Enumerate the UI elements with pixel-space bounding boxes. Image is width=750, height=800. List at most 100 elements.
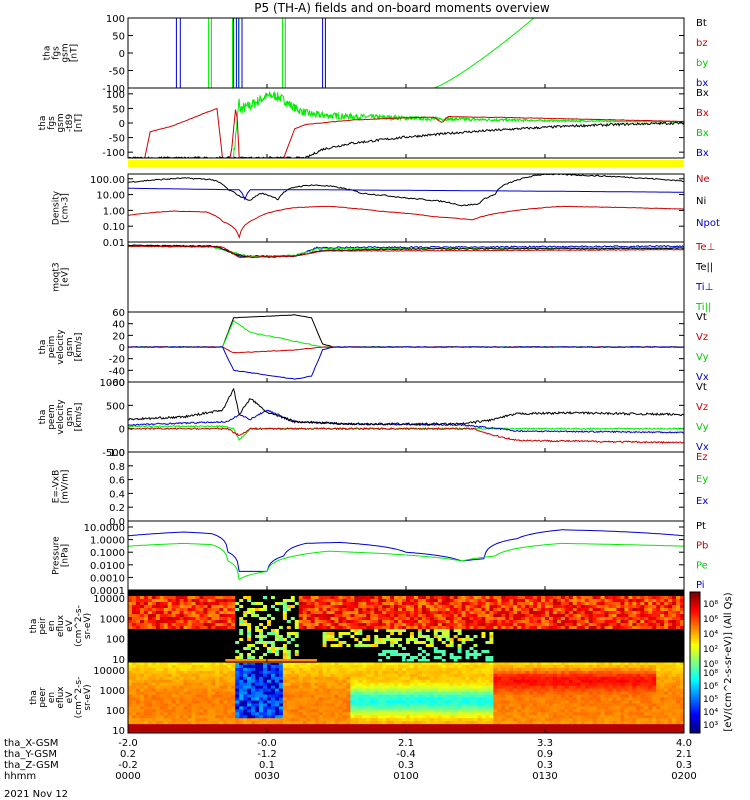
spectrogram-cell: [541, 659, 546, 663]
spectrogram-cell: [473, 653, 478, 657]
spectrogram-cell: [187, 650, 192, 654]
spectrogram-cell: [497, 602, 502, 606]
spectrogram-cell: [290, 703, 296, 707]
spectrogram-cell: [147, 682, 153, 687]
spectrogram-cell: [421, 599, 427, 603]
spectrogram-cell: [624, 644, 629, 648]
spectrogram-cell: [342, 599, 347, 603]
spectrogram-cell: [183, 623, 188, 627]
spectrogram-cell: [409, 596, 415, 600]
spectrogram-cell: [342, 700, 347, 704]
spectrogram-cell: [413, 644, 419, 648]
spectrogram-cell: [286, 697, 292, 701]
spectrogram-cell: [286, 676, 292, 681]
spectrogram-cell: [632, 602, 637, 606]
spectrogram-cell: [473, 599, 478, 603]
spectrogram-cell: [529, 656, 534, 660]
spectrogram-cell: [592, 641, 598, 645]
spectrogram-cell: [334, 638, 339, 642]
spectrogram-cell: [239, 611, 244, 615]
spectrogram-cell: [203, 721, 208, 725]
spectrogram-cell: [131, 632, 137, 636]
spectrogram-cell: [521, 596, 526, 600]
spectrogram-cell: [568, 635, 574, 639]
spectrogram-cell: [501, 656, 506, 660]
spectrogram-cell: [235, 712, 240, 716]
y-label-line: sr-eV): [83, 684, 93, 710]
spectrogram-cell: [509, 605, 514, 609]
spectrogram-cell: [211, 641, 216, 645]
spectrogram-cell: [131, 673, 137, 678]
spectrogram-cell: [211, 626, 216, 630]
spectrogram-cell: [219, 703, 224, 707]
spectrogram-cell: [306, 703, 312, 707]
spectrogram-cell: [155, 608, 161, 612]
spectrogram-cell: [413, 632, 419, 636]
spectrogram-cell: [235, 605, 240, 609]
spectrogram-cell: [556, 638, 562, 642]
spectrogram-cell: [568, 605, 574, 609]
spectrogram-cell: [163, 730, 169, 734]
spectrogram-cell: [453, 635, 459, 639]
spectrogram-cell: [167, 626, 173, 630]
spectrogram-cell: [167, 679, 173, 684]
spectrogram-cell: [429, 659, 435, 663]
spectrogram-cell: [139, 659, 145, 663]
spectrogram-cell: [445, 659, 451, 663]
spectrogram-cell: [576, 593, 582, 597]
spectrogram-cell: [167, 718, 173, 722]
spectrogram-cell: [251, 596, 256, 600]
spectrogram-cell: [155, 623, 161, 627]
spectrogram-cell: [382, 617, 387, 621]
spectrogram-cell: [465, 626, 470, 630]
spectrogram-cell: [358, 644, 363, 648]
spectrogram-cell: [366, 644, 371, 648]
spectrogram-cell: [529, 596, 534, 600]
legend-entry: bz: [696, 38, 708, 49]
spectrogram-cell: [310, 691, 316, 695]
spectrogram-cell: [179, 727, 184, 731]
legend-entry: Bx: [696, 108, 709, 119]
spectrogram-cell: [409, 590, 415, 594]
spectrogram-cell: [457, 638, 462, 642]
spectrogram-cell: [548, 644, 554, 648]
spectrogram-cell: [616, 599, 621, 603]
spectrogram-cell: [672, 590, 677, 594]
spectrogram-cell: [175, 641, 181, 645]
spectrogram-cell: [620, 611, 625, 615]
spectrogram-cell: [350, 635, 355, 639]
spectrogram-cell: [529, 632, 534, 636]
spectrogram-cell: [270, 650, 276, 654]
legend-entry: Bx: [696, 88, 709, 99]
spectrogram-cell: [318, 715, 323, 719]
spectrogram-cell: [366, 611, 371, 615]
spectrogram-cell: [529, 605, 534, 609]
spectrogram-cell: [203, 685, 208, 690]
spectrogram-cell: [286, 611, 292, 615]
spectrogram-cell: [485, 653, 490, 657]
spectrogram-cell: [541, 590, 546, 594]
spectrogram-cell: [525, 611, 530, 615]
spectrogram-cell: [358, 635, 363, 639]
spectrogram-cell: [477, 644, 482, 648]
spectrogram-cell: [628, 605, 633, 609]
spectrogram-cell: [282, 623, 288, 627]
spectrogram-cell: [263, 602, 268, 606]
spectrogram-cell: [263, 724, 268, 728]
spectrogram-cell: [282, 602, 288, 606]
spectrogram-cell: [187, 623, 192, 627]
spectrogram-cell: [545, 626, 550, 630]
spectrogram-cell: [302, 709, 308, 713]
spectrogram-cell: [453, 620, 459, 624]
series-by-trace: [433, 17, 535, 89]
spectrogram-cell: [151, 715, 157, 719]
spectrogram-cell: [374, 644, 379, 648]
spectrogram-cell: [648, 623, 653, 627]
spectrogram-cell: [525, 641, 530, 645]
spectrogram-cell: [469, 602, 474, 606]
spectrogram-cell: [151, 635, 157, 639]
spectrogram-cell: [131, 703, 137, 707]
spectrogram-cell: [270, 599, 276, 603]
spectrogram-cell: [346, 605, 351, 609]
spectrogram-cell: [469, 590, 474, 594]
